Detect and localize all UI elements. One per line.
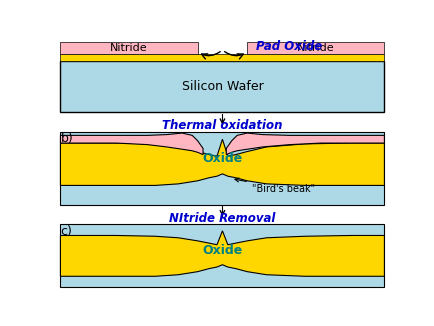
Text: c): c) — [60, 226, 72, 238]
Text: "Bird's beak": "Bird's beak" — [235, 178, 315, 194]
Bar — [60, 224, 385, 287]
Text: Nitride: Nitride — [110, 43, 148, 53]
Text: b): b) — [60, 131, 73, 144]
Polygon shape — [60, 231, 385, 276]
Polygon shape — [226, 133, 385, 155]
Bar — [60, 54, 385, 61]
Bar — [60, 61, 385, 112]
Bar — [247, 42, 385, 54]
Text: Oxide: Oxide — [202, 244, 243, 257]
Text: Silicon Wafer: Silicon Wafer — [181, 81, 263, 93]
Text: Thermal oxidation: Thermal oxidation — [162, 119, 283, 132]
Text: Pad Oxide: Pad Oxide — [256, 40, 322, 53]
Polygon shape — [60, 139, 385, 185]
Polygon shape — [60, 133, 203, 155]
Text: Oxide: Oxide — [202, 152, 243, 165]
Bar — [60, 131, 385, 205]
Bar — [60, 42, 197, 54]
Text: NItride Removal: NItride Removal — [169, 212, 276, 225]
Text: Nitride: Nitride — [297, 43, 335, 53]
